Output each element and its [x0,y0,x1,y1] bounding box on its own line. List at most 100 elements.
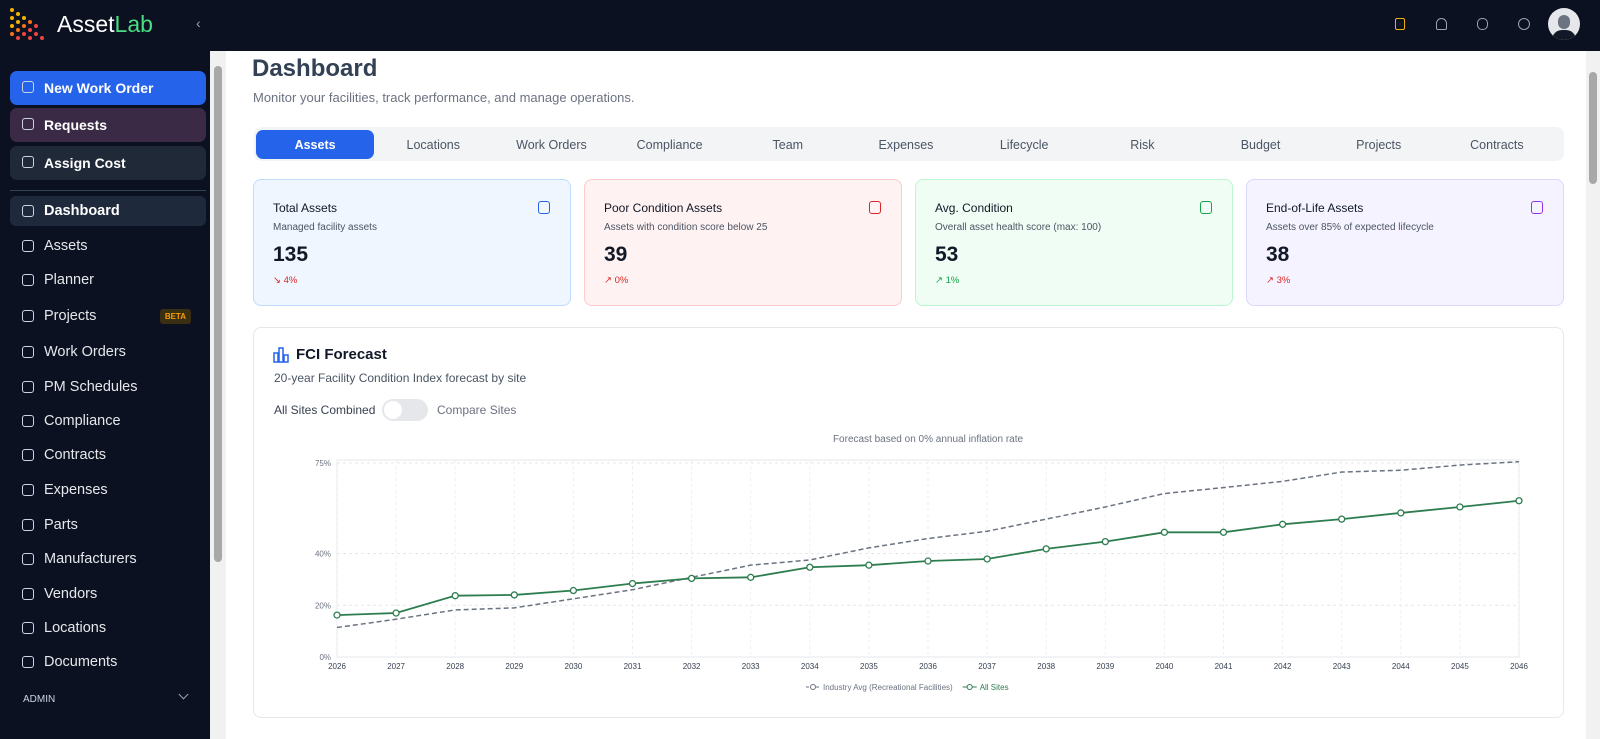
bell-icon[interactable] [1436,18,1447,30]
nav-label: Compliance [44,413,121,429]
icon [22,118,34,130]
x-tick-label: 2037 [978,662,996,671]
tab[interactable]: Work Orders [516,138,587,152]
legend-marker [810,684,816,690]
brand-second: Lab [114,11,153,37]
data-point [865,561,873,569]
card-change: ↗ 3% [1266,275,1291,286]
scrollbar [1586,51,1600,739]
tab[interactable]: Compliance [636,138,703,152]
nav-item[interactable]: Documents [10,647,206,677]
tab[interactable]: Budget [1240,138,1281,152]
card-icon [538,201,550,214]
nav-item[interactable]: Planner [10,265,206,295]
data-point [747,573,755,581]
icon [22,381,34,393]
data-point [569,586,578,595]
y-tick-label: 0% [319,653,331,662]
action-label: Assign Cost [44,155,126,171]
tab[interactable]: Projects [1356,138,1402,152]
x-tick-label: 2032 [683,662,701,671]
chart-panel: FCI Forecast 20-year Facility Condition … [253,327,1564,718]
card-icon [1531,201,1543,214]
action-button[interactable]: Assign Cost [10,146,206,180]
data-point [510,591,518,599]
action-label: Requests [44,117,108,133]
card-icon [869,201,881,214]
nav-label: Locations [44,620,107,636]
y-tick-label: 75% [315,459,331,468]
x-tick-label: 2030 [565,662,583,671]
bug-icon[interactable] [1477,18,1488,30]
x-tick-label: 2041 [1215,662,1233,671]
y-tick-label: 20% [315,601,331,610]
card-title: End-of-Life Assets [1266,201,1364,215]
logo-mark [10,8,44,40]
data-point [1515,497,1523,505]
scrollbar-thumb[interactable] [214,66,222,562]
section-label[interactable]: ADMIN [23,694,56,705]
nav-item[interactable]: Vendors [10,579,206,609]
data-point [687,574,696,583]
card-title: Poor Condition Assets [604,201,723,215]
tab[interactable]: Lifecycle [999,138,1049,152]
brand-first: Asset [57,11,115,37]
toggle-label: Compare Sites [437,403,517,417]
nav-label: Expenses [44,482,108,498]
help-icon[interactable] [1518,18,1530,30]
icon [22,553,34,565]
data-point [1219,528,1228,536]
data-point [983,555,991,563]
nav-item[interactable]: Compliance [10,406,206,436]
icon [22,415,34,427]
nav-item[interactable]: Contracts [10,440,206,470]
nav-item[interactable]: Parts [10,510,206,540]
icon [22,656,34,668]
tab[interactable]: Assets [256,130,375,159]
nav-item[interactable]: PM Schedules [10,372,206,402]
action-label: New Work Order [44,80,154,96]
tab[interactable]: Locations [406,138,461,152]
icon [22,449,34,461]
panel-title: FCI Forecast [296,346,387,363]
nav-item[interactable]: Dashboard [10,196,206,226]
tab[interactable]: Expenses [878,138,934,152]
avatar[interactable] [1548,8,1580,40]
card-value: 53 [935,243,959,266]
x-tick-label: 2028 [446,662,464,671]
tab[interactable]: Risk [1130,138,1155,152]
x-tick-label: 2027 [387,662,405,671]
icon [22,205,34,217]
action-button[interactable]: New Work Order [10,71,206,105]
tab[interactable]: Contracts [1470,138,1524,152]
tab[interactable]: Team [772,138,804,152]
icon [22,484,34,496]
stat-card: Poor Condition Assets Assets with conditi… [584,179,902,306]
nav-item[interactable]: Work Orders [10,337,206,367]
card-change: ↗ 1% [935,275,960,286]
scrollbar-thumb[interactable] [1589,72,1597,184]
nav-item[interactable]: Assets [10,231,206,261]
nav-label: PM Schedules [44,379,138,395]
x-tick-label: 2044 [1392,662,1410,671]
fci-chart: Forecast based on 0% annual inflation ra… [315,434,1528,692]
icon [22,622,34,634]
card-description: Overall asset health score (max: 100) [935,222,1102,233]
card-title: Total Assets [273,201,338,215]
nav-item[interactable]: Manufacturers [10,544,206,574]
icon [22,240,34,252]
nav-item[interactable]: Expenses [10,475,206,505]
divider [10,190,206,191]
collapse-button[interactable]: ‹ [196,15,201,31]
action-button[interactable]: Requests [10,108,206,142]
data-point [628,579,637,588]
nav-label: Work Orders [44,344,126,360]
x-tick-label: 2040 [1156,662,1174,671]
nav-item[interactable]: Locations [10,613,206,643]
notes-icon[interactable] [1395,18,1405,30]
toggle[interactable] [382,399,428,421]
nav-item[interactable]: Projects BETA [10,301,206,331]
x-tick-label: 2042 [1274,662,1292,671]
nav-label: Planner [44,272,94,288]
